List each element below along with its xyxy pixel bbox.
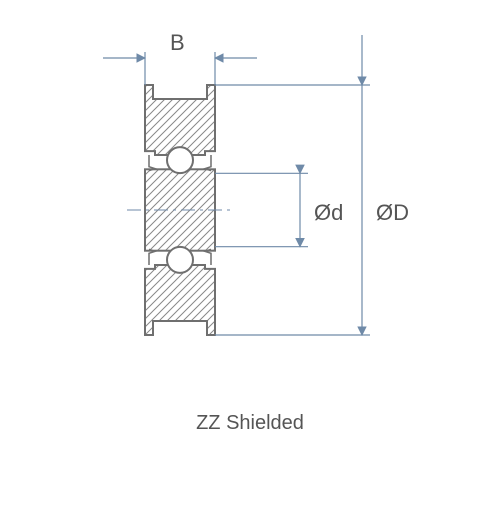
ball-bottom xyxy=(167,247,193,273)
outer-ring-top xyxy=(145,85,215,155)
label-outer: ØD xyxy=(376,200,409,225)
label-width: B xyxy=(170,30,185,55)
diagram-canvas: B Ød ØD ZZ Shielded xyxy=(0,0,500,500)
ball-top xyxy=(167,147,193,173)
label-bore: Ød xyxy=(314,200,343,225)
outer-ring-bottom xyxy=(145,265,215,335)
diagram-caption: ZZ Shielded xyxy=(0,412,500,435)
